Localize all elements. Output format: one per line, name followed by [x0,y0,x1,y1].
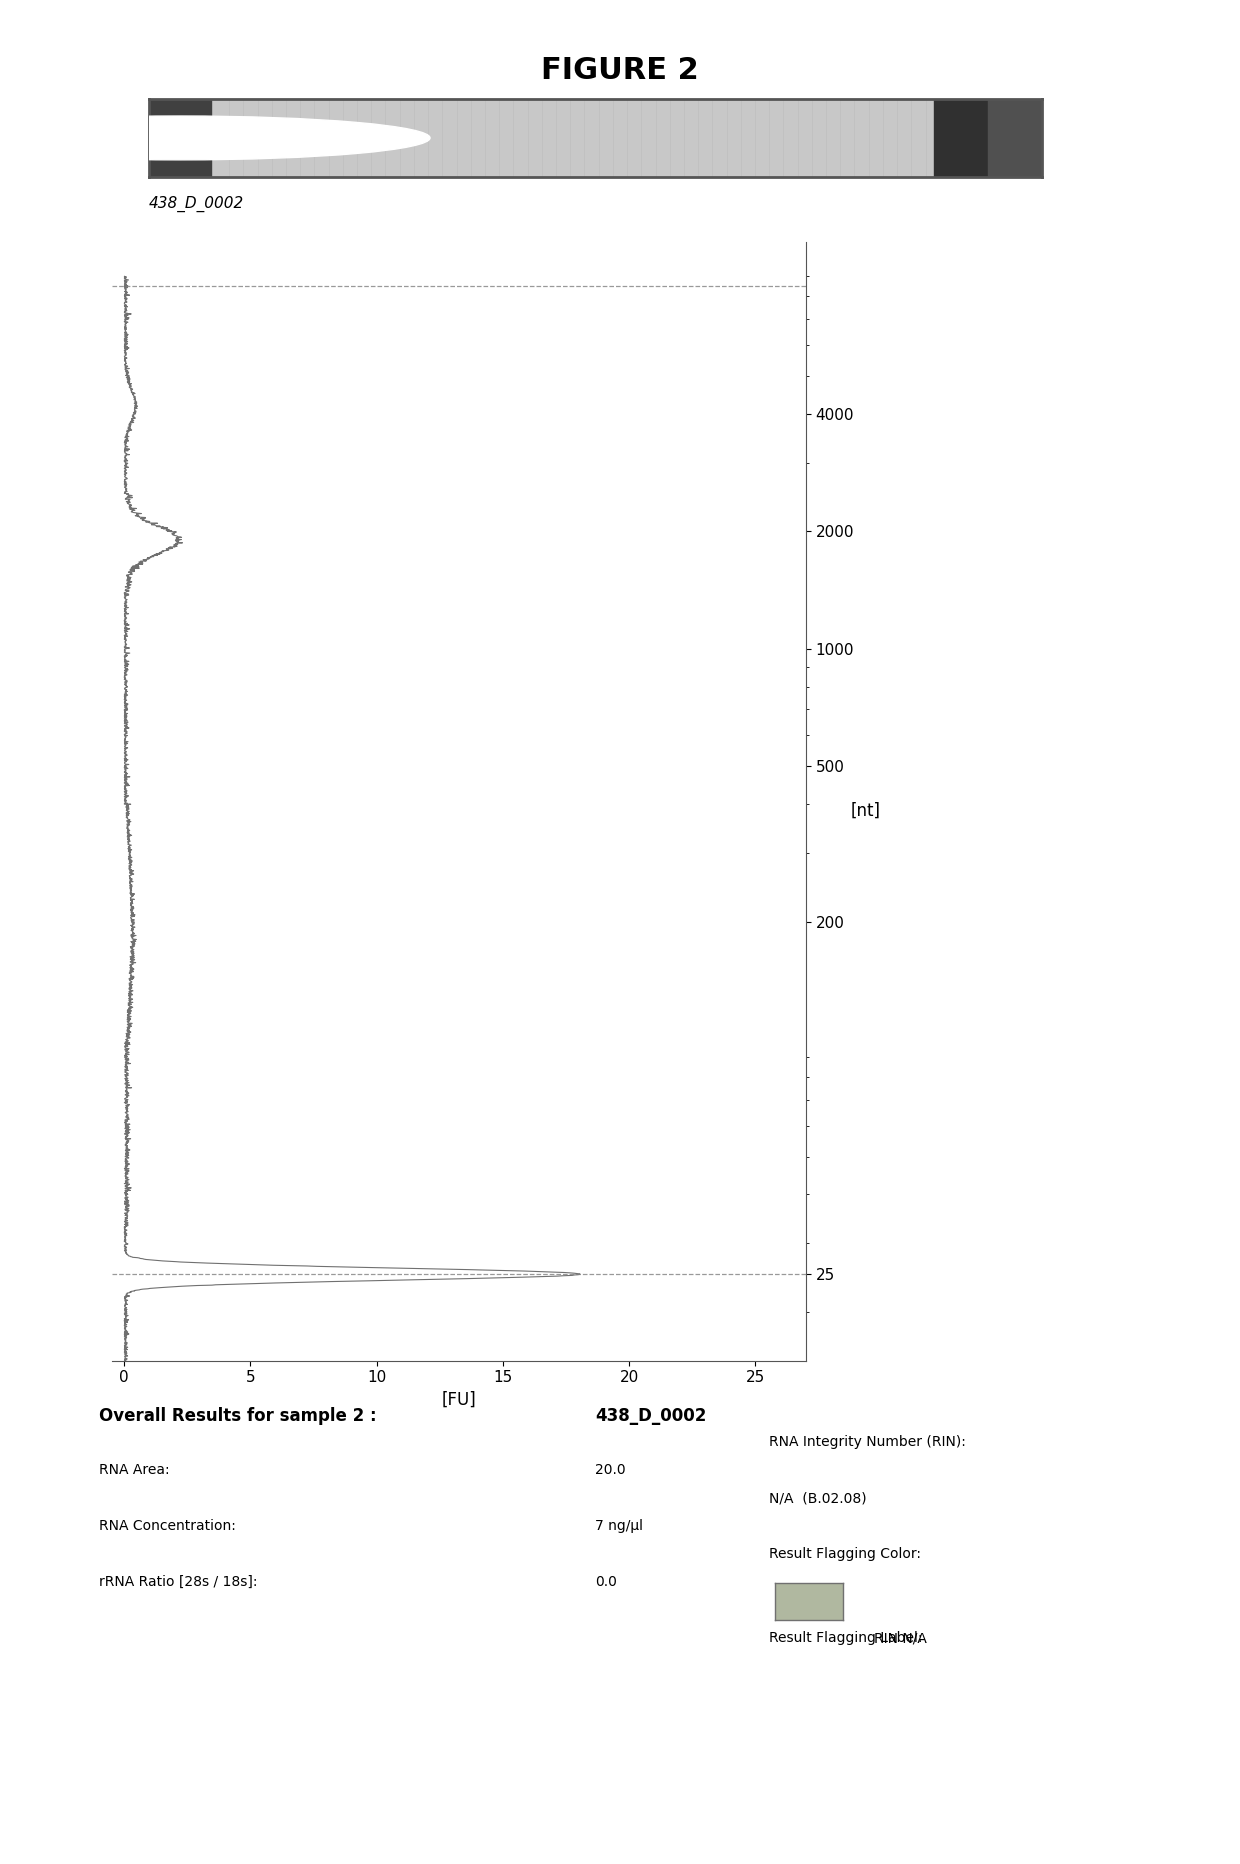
Bar [935,99,988,177]
X-axis label: [FU]: [FU] [441,1391,476,1409]
Text: 438_D_0002: 438_D_0002 [595,1407,707,1426]
Text: FIGURE 2: FIGURE 2 [541,56,699,86]
Circle shape [0,116,430,160]
Text: RNA Concentration:: RNA Concentration: [99,1519,236,1534]
Text: Result Flagging Color:: Result Flagging Color: [769,1547,921,1562]
Text: RIN N/A: RIN N/A [874,1631,928,1646]
Bar [149,99,211,177]
Text: 7 ng/µl: 7 ng/µl [595,1519,644,1534]
Text: rRNA Ratio [28s / 18s]:: rRNA Ratio [28s / 18s]: [99,1575,258,1590]
Bar [211,99,935,177]
Bar [988,99,1042,177]
Text: RNA Integrity Number (RIN):: RNA Integrity Number (RIN): [769,1435,966,1450]
Text: Result Flagging Label:: Result Flagging Label: [769,1631,923,1646]
Text: Overall Results for sample 2 :: Overall Results for sample 2 : [99,1407,377,1426]
Y-axis label: [nt]: [nt] [851,802,880,820]
Text: 438_D_0002: 438_D_0002 [149,196,244,212]
Text: RNA Area:: RNA Area: [99,1463,170,1478]
Text: 0.0: 0.0 [595,1575,618,1590]
Text: N/A  (B.02.08): N/A (B.02.08) [769,1491,867,1506]
Text: 20.0: 20.0 [595,1463,626,1478]
